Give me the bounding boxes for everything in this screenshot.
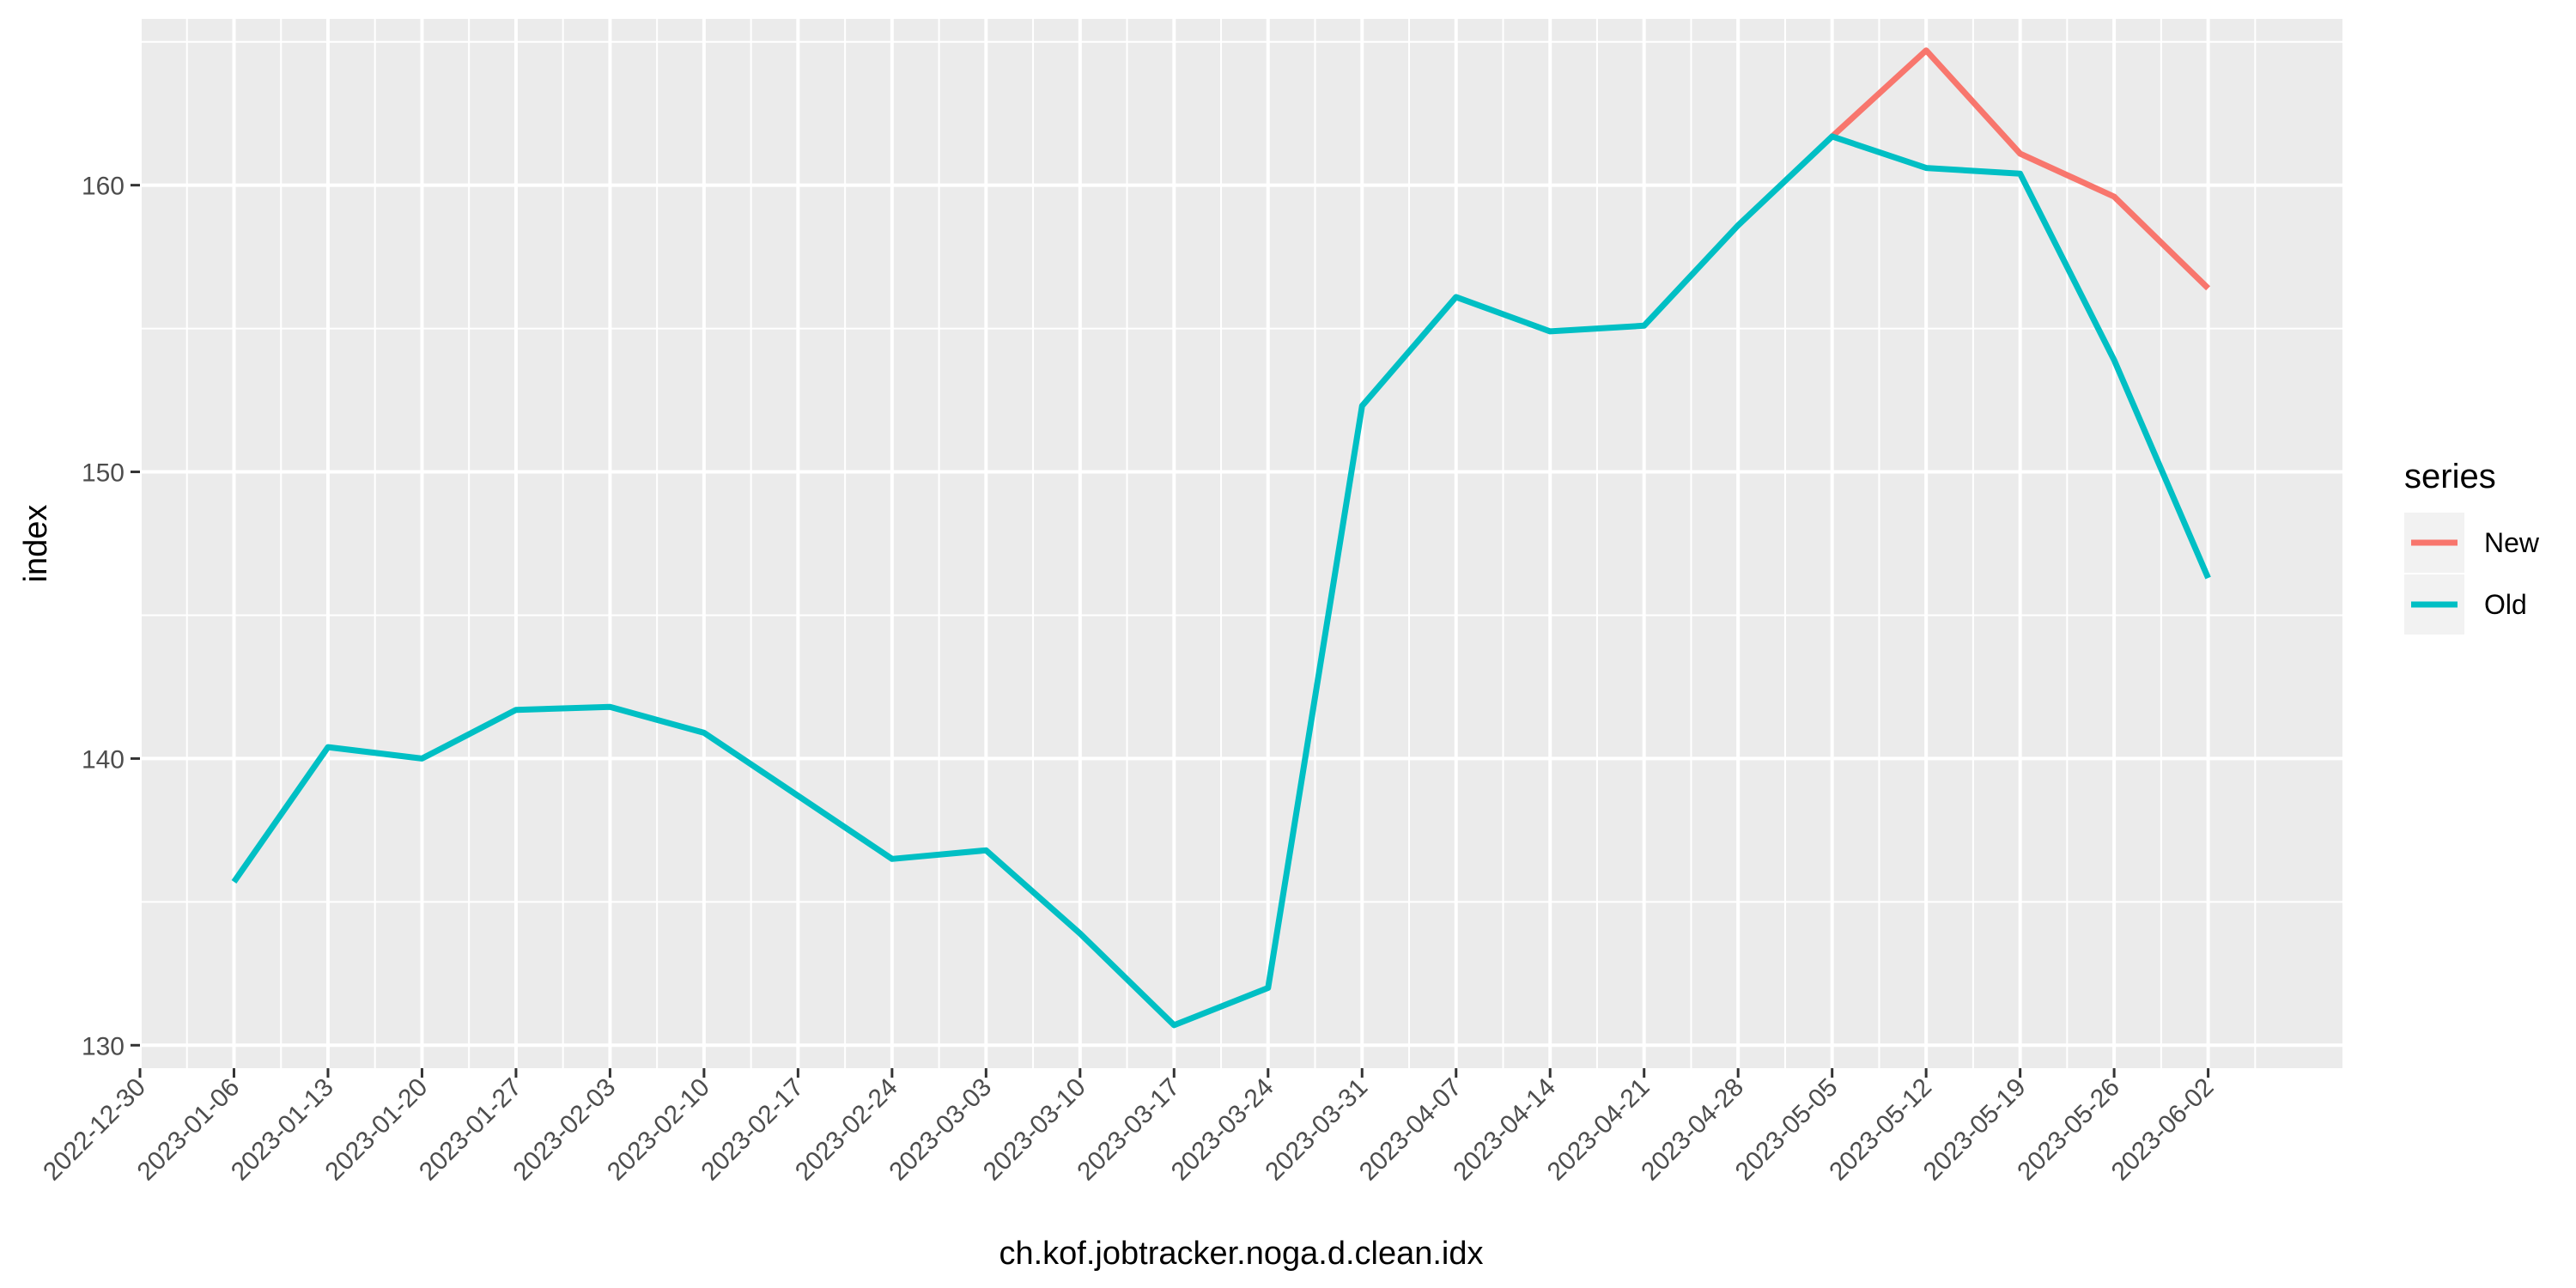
major-gridlines bbox=[138, 19, 2342, 1068]
legend-title: series bbox=[2404, 458, 2496, 495]
y-axis: 130 140 150 160 bbox=[82, 173, 140, 1060]
y-tick-label: 140 bbox=[82, 745, 125, 774]
minor-gridlines bbox=[140, 19, 2342, 1068]
plot-panel bbox=[140, 19, 2342, 1068]
legend-label-old: Old bbox=[2484, 589, 2527, 620]
y-tick-label: 130 bbox=[82, 1032, 125, 1060]
x-axis: 2022-12-302023-01-062023-01-132023-01-20… bbox=[38, 1068, 2220, 1187]
legend-items: New Old bbox=[2404, 513, 2540, 635]
series-lines bbox=[231, 47, 2211, 1029]
x-axis-title: ch.kof.jobtracker.noga.d.clean.idx bbox=[999, 1236, 1483, 1272]
y-axis-title: index bbox=[18, 505, 54, 583]
y-tick-label: 150 bbox=[82, 459, 125, 488]
x-tick-label: 2023-06-02 bbox=[2106, 1073, 2220, 1187]
y-tick-label: 160 bbox=[82, 173, 125, 201]
legend: series New Old bbox=[2404, 458, 2540, 635]
series-line-old bbox=[231, 133, 2211, 1029]
series-line-new bbox=[1830, 47, 2211, 291]
legend-label-new: New bbox=[2484, 527, 2540, 558]
